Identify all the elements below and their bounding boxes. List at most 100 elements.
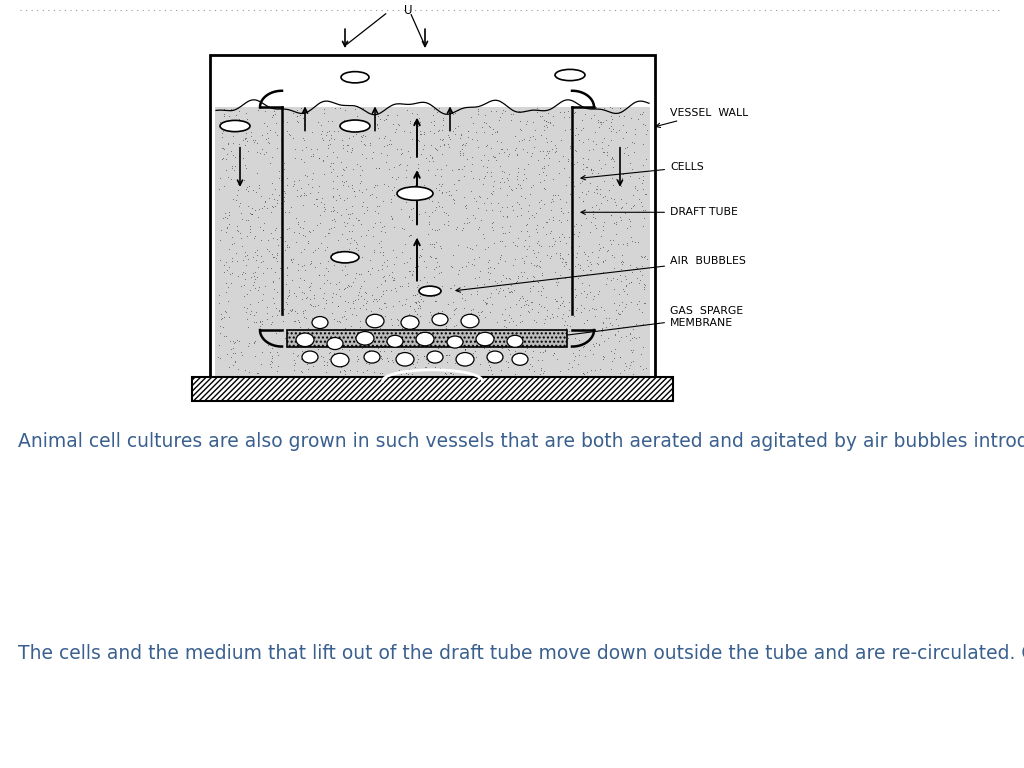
Point [566,227,583,240]
Point [530,260,547,273]
Point [494,337,510,349]
Point [581,332,597,344]
Point [582,256,598,268]
Point [227,108,244,121]
Point [518,355,535,367]
Point [530,353,547,366]
Point [519,304,536,316]
Point [315,154,332,167]
Point [494,164,510,177]
Point [340,279,356,291]
Point [365,230,381,242]
Point [236,152,252,164]
Point [545,118,561,131]
Point [366,244,382,257]
Point [353,131,370,144]
Point [229,270,246,282]
Point [400,358,417,370]
Point [636,296,652,309]
Point [344,163,360,175]
Point [612,275,629,287]
Point [311,269,328,281]
Point [552,105,568,118]
Point [340,208,356,220]
Point [378,156,394,168]
Point [634,205,650,217]
Point [535,166,551,178]
Point [305,289,322,301]
Point [311,282,328,294]
Point [457,302,473,314]
Point [344,182,360,194]
Point [359,333,376,345]
Point [606,353,623,365]
Point [517,345,534,357]
Point [584,303,600,315]
Point [220,311,237,323]
Point [384,271,400,283]
Point [627,123,643,135]
Point [250,284,266,296]
Point [629,271,645,283]
Point [569,247,586,259]
Point [540,159,556,171]
Point [475,148,492,161]
Point [545,349,561,361]
Point [519,328,536,340]
Point [521,306,538,318]
Point [421,316,437,329]
Point [219,348,236,360]
Point [572,263,589,275]
Point [251,203,267,215]
Point [297,264,313,276]
Point [501,180,517,192]
Point [636,277,652,290]
Point [380,355,396,367]
Point [498,321,514,333]
Point [410,281,426,293]
Ellipse shape [341,71,369,83]
Point [327,204,343,217]
Point [396,237,413,250]
Point [279,241,295,253]
Point [547,189,563,201]
Point [368,217,384,229]
Point [394,222,411,234]
Point [520,212,537,224]
Point [231,121,248,133]
Point [346,184,362,197]
Point [456,280,472,292]
Ellipse shape [397,187,433,200]
Point [565,310,582,323]
Point [570,343,587,356]
Point [639,253,655,266]
Point [325,146,341,158]
Point [326,259,342,271]
Point [219,221,236,233]
Point [378,113,394,125]
Point [373,278,389,290]
Point [251,182,267,194]
Point [384,212,400,224]
Point [377,275,393,287]
Point [547,139,563,151]
Point [456,217,472,230]
Point [442,312,459,324]
Point [531,368,548,380]
Point [383,138,399,151]
Point [617,125,634,137]
Point [431,101,447,114]
Circle shape [296,333,314,346]
Point [575,136,592,148]
Point [558,178,574,190]
Point [237,273,253,285]
Point [592,183,608,195]
Point [481,306,498,318]
Point [449,319,465,331]
Point [495,104,511,117]
Point [591,154,607,166]
Point [420,186,436,198]
Point [346,272,362,284]
Point [460,124,476,137]
Point [542,312,558,324]
